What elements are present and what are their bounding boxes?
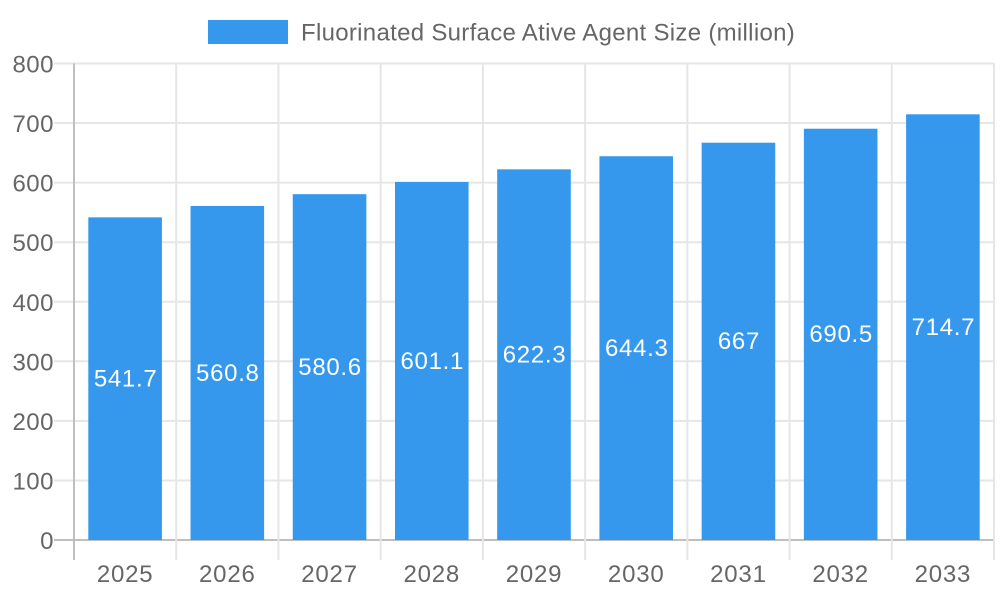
- svg-text:700: 700: [12, 111, 54, 138]
- svg-text:2028: 2028: [403, 561, 460, 588]
- svg-text:2026: 2026: [199, 561, 256, 588]
- svg-text:Fluorinated Surface Ative Agen: Fluorinated Surface Ative Agent Size (mi…: [301, 20, 795, 47]
- svg-text:0: 0: [40, 528, 54, 555]
- svg-text:2032: 2032: [812, 561, 869, 588]
- svg-text:100: 100: [12, 468, 54, 495]
- svg-text:2025: 2025: [97, 561, 154, 588]
- svg-text:400: 400: [12, 290, 54, 317]
- svg-text:690.5: 690.5: [809, 321, 873, 348]
- svg-text:622.3: 622.3: [503, 341, 567, 368]
- svg-text:2030: 2030: [608, 561, 665, 588]
- svg-text:2031: 2031: [710, 561, 767, 588]
- svg-text:541.7: 541.7: [94, 365, 158, 392]
- svg-text:667: 667: [718, 328, 760, 355]
- svg-text:300: 300: [12, 349, 54, 376]
- svg-text:600: 600: [12, 171, 54, 198]
- svg-text:601.1: 601.1: [400, 348, 464, 375]
- svg-text:580.6: 580.6: [298, 354, 362, 381]
- svg-text:800: 800: [12, 52, 54, 79]
- svg-text:2033: 2033: [915, 561, 972, 588]
- svg-text:714.7: 714.7: [912, 314, 976, 341]
- svg-text:560.8: 560.8: [196, 360, 260, 387]
- svg-text:644.3: 644.3: [605, 335, 669, 362]
- svg-text:500: 500: [12, 230, 54, 257]
- svg-text:200: 200: [12, 409, 54, 436]
- svg-text:2029: 2029: [506, 561, 563, 588]
- svg-text:2027: 2027: [301, 561, 358, 588]
